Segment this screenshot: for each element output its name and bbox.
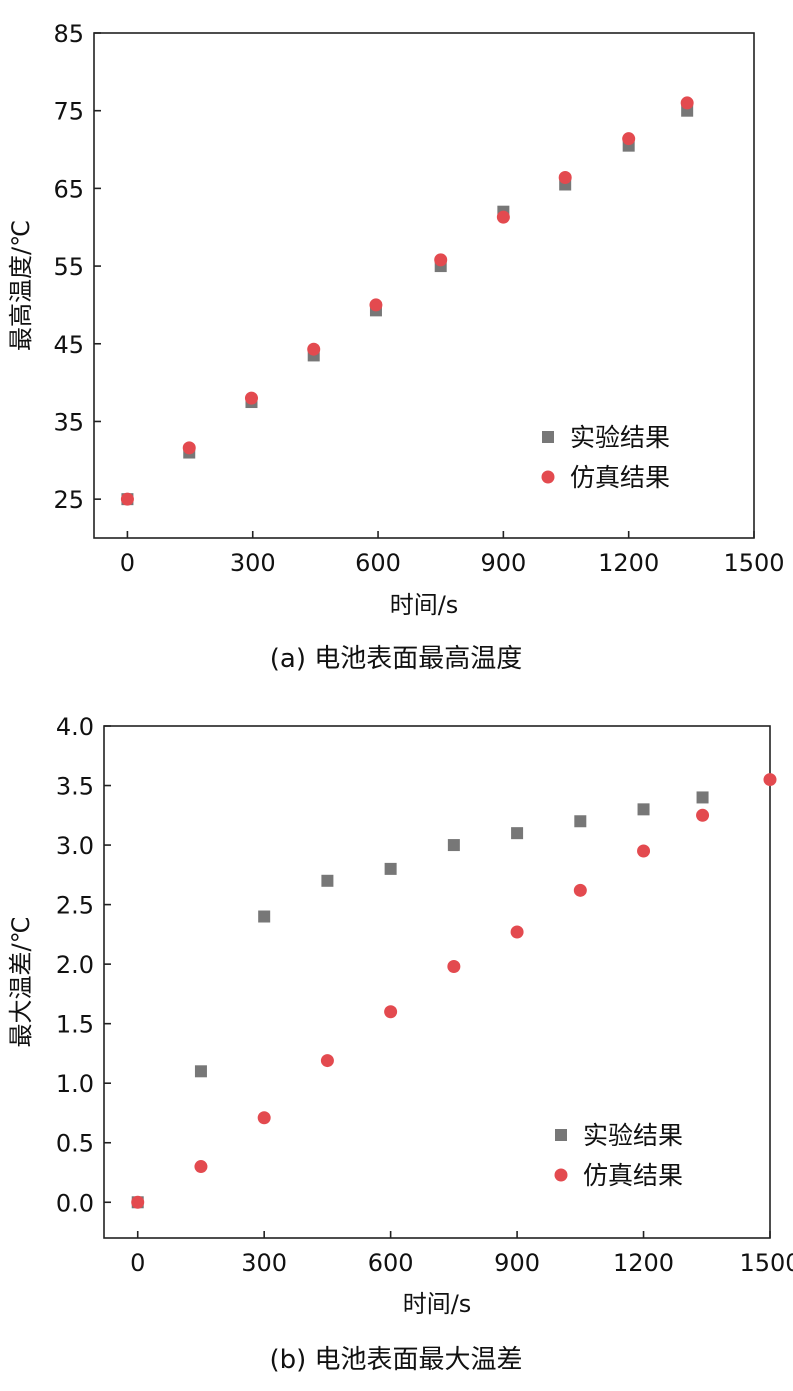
data-point-simulation — [637, 844, 651, 858]
data-point-simulation — [696, 808, 710, 822]
data-point-simulation — [194, 1160, 208, 1174]
panel-b-chart: 0 300 600 900 1200 1500 0.0 0.5 1.0 1.5 2.0 2.5 3.0 3… — [7, 713, 793, 1375]
data-point-simulation — [573, 883, 587, 897]
data-point-experiment — [574, 815, 587, 828]
x-tick-label: 900 — [494, 1249, 540, 1277]
y-axis-title: 最大温差/℃ — [7, 916, 35, 1047]
x-axis-title: 时间/s — [403, 1290, 472, 1318]
data-point-simulation — [496, 210, 510, 224]
data-point-simulation — [434, 253, 448, 267]
y-tick-label: 35 — [53, 408, 84, 436]
legend-marker-circle — [541, 470, 555, 484]
legend-label: 实验结果 — [583, 1121, 683, 1150]
x-tick-label: 1500 — [723, 549, 784, 577]
y-tick-label: 0.5 — [56, 1130, 94, 1158]
chart-caption: (a) 电池表面最高温度 — [270, 644, 523, 674]
data-point-simulation — [257, 1111, 271, 1125]
data-point-simulation — [680, 96, 694, 110]
data-point-experiment — [384, 862, 397, 875]
x-tick-label: 600 — [368, 1249, 414, 1277]
x-tick-label: 300 — [230, 549, 276, 577]
y-tick-label: 75 — [53, 98, 84, 126]
y-tick-label: 1.5 — [56, 1011, 94, 1039]
legend-marker-circle — [554, 1168, 568, 1182]
y-tick-label: 4.0 — [56, 713, 94, 741]
data-point-simulation — [763, 773, 777, 787]
data-point-simulation — [182, 441, 196, 455]
data-point-simulation — [558, 171, 572, 185]
data-point-simulation — [320, 1054, 334, 1068]
data-point-simulation — [510, 925, 524, 939]
x-tick-label: 300 — [241, 1249, 287, 1277]
y-tick-label: 0.0 — [56, 1189, 94, 1217]
y-tick-label: 3.0 — [56, 832, 94, 860]
data-point-simulation — [369, 298, 383, 312]
data-point-simulation — [622, 132, 636, 146]
data-point-experiment — [194, 1065, 207, 1078]
x-tick-label: 600 — [355, 549, 401, 577]
data-point-simulation — [120, 492, 134, 506]
data-point-experiment — [511, 827, 524, 840]
data-point-simulation — [384, 1005, 398, 1019]
y-tick-label: 2.5 — [56, 892, 94, 920]
x-tick-label: 0 — [130, 1249, 145, 1277]
y-axis-title: 最高温度/℃ — [7, 220, 35, 351]
data-point-simulation — [447, 960, 461, 974]
y-tick-label: 85 — [53, 20, 84, 48]
data-point-experiment — [447, 839, 460, 852]
data-point-experiment — [637, 803, 650, 816]
plot-frame — [103, 725, 771, 1239]
legend-marker-square — [542, 431, 554, 443]
data-point-experiment — [696, 791, 709, 804]
x-tick-label: 1200 — [613, 1249, 674, 1277]
x-tick-label: 1500 — [739, 1249, 793, 1277]
y-tick-label: 55 — [53, 253, 84, 281]
legend-label: 仿真结果 — [583, 1161, 683, 1190]
y-tick-label: 2.0 — [56, 951, 94, 979]
x-tick-label: 900 — [480, 549, 526, 577]
legend-label: 仿真结果 — [570, 463, 670, 492]
panel-a-chart: 0 300 600 900 1200 1500 25 35 45 55 65 75 85 时间/s 最高温度… — [7, 20, 785, 674]
plot-frame — [93, 32, 755, 539]
y-tick-label: 1.0 — [56, 1070, 94, 1098]
data-point-simulation — [307, 342, 321, 356]
legend-label: 实验结果 — [570, 423, 670, 452]
data-point-experiment — [321, 874, 334, 887]
y-tick-label: 25 — [53, 486, 84, 514]
data-point-simulation — [131, 1195, 145, 1209]
x-tick-label: 1200 — [598, 549, 659, 577]
legend-marker-square — [555, 1129, 567, 1141]
y-tick-label: 65 — [53, 175, 84, 203]
x-axis-title: 时间/s — [390, 591, 459, 619]
y-tick-label: 3.5 — [56, 773, 94, 801]
y-tick-label: 45 — [53, 331, 84, 359]
chart-caption: (b) 电池表面最大温差 — [269, 1345, 522, 1375]
x-tick-label: 0 — [120, 549, 135, 577]
data-point-experiment — [258, 910, 271, 923]
data-point-simulation — [244, 391, 258, 405]
